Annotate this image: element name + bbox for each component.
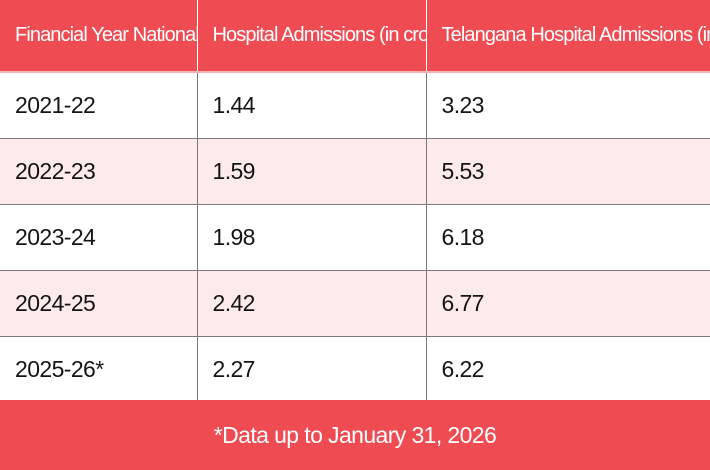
table-row: 2023-24 1.98 6.18	[0, 204, 710, 271]
cell-year: 2024-25	[0, 270, 197, 337]
cell-telangana: 6.77	[425, 270, 710, 337]
cell-telangana: 3.23	[425, 72, 710, 139]
cell-year: 2022-23	[0, 138, 197, 205]
admissions-table: Financial Year National Hospital Admissi…	[0, 0, 710, 403]
cell-national: 1.98	[196, 204, 426, 271]
cell-national: 2.27	[196, 336, 426, 403]
cell-national: 1.44	[196, 72, 426, 139]
header-financial-year: Financial Year National	[0, 0, 197, 73]
table-row: 2021-22 1.44 3.23	[0, 72, 710, 139]
cell-national: 1.59	[196, 138, 426, 205]
cell-telangana: 6.18	[425, 204, 710, 271]
cell-year: 2021-22	[0, 72, 197, 139]
header-telangana-admissions: Telangana Hospital Admissions (in lakh)	[425, 0, 710, 73]
table-row: 2022-23 1.59 5.53	[0, 138, 710, 205]
header-national-admissions: Hospital Admissions (in crore)	[196, 0, 426, 73]
cell-year: 2023-24	[0, 204, 197, 271]
cell-telangana: 5.53	[425, 138, 710, 205]
table-row: 2025-26* 2.27 6.22	[0, 336, 710, 403]
cell-national: 2.42	[196, 270, 426, 337]
footnote: *Data up to January 31, 2026	[0, 400, 710, 470]
table-header-row: Financial Year National Hospital Admissi…	[0, 0, 710, 73]
cell-year: 2025-26*	[0, 336, 197, 403]
table-row: 2024-25 2.42 6.77	[0, 270, 710, 337]
cell-telangana: 6.22	[425, 336, 710, 403]
